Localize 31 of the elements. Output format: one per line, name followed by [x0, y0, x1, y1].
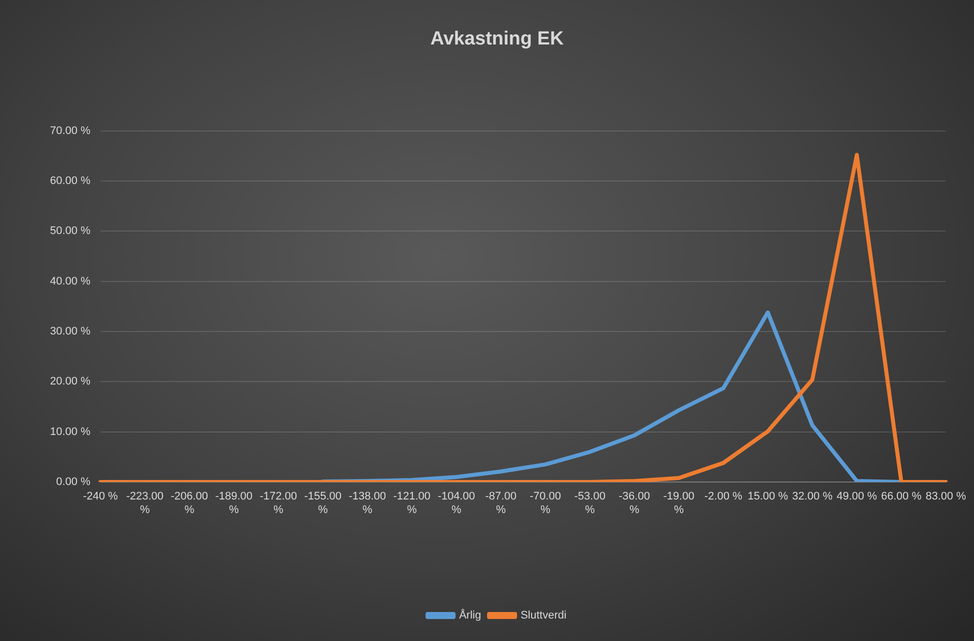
x-tick-label: -189.00 % — [215, 490, 253, 516]
x-tick-label: -104.00 % — [438, 490, 475, 516]
y-tick-label: 0.00 % — [56, 476, 91, 488]
chart-title: Avkastning EK — [430, 28, 564, 50]
x-tick-label: 32.00 % — [792, 490, 833, 503]
x-tick-label: -206.00 % — [170, 490, 208, 516]
legend-label: Sluttverdi — [520, 610, 566, 622]
y-tick-label: 70.00 % — [50, 124, 91, 137]
x-tick-label: -2.00 % — [704, 490, 742, 503]
x-tick-label: -155.00 % — [304, 490, 342, 516]
x-tick-label: -36.00 % — [618, 490, 650, 516]
x-tick-label: -172.00 % — [260, 490, 298, 516]
y-tick-label: 20.00 % — [50, 376, 91, 388]
x-tick-label: -240 % — [82, 490, 118, 503]
x-tick-label: -19.00 % — [663, 490, 694, 516]
x-tick-label: 49.00 % — [836, 490, 878, 503]
x-tick-label: -70.00 % — [530, 490, 561, 516]
x-tick-label: 66.00 % — [881, 490, 922, 503]
y-tick-label: 50.00 % — [50, 225, 91, 238]
y-tick-label: 10.00 % — [50, 426, 91, 438]
x-tick-label: -53.00 % — [574, 490, 606, 516]
y-tick-label: 30.00 % — [50, 326, 91, 338]
x-tick-label: 83.00 % — [926, 490, 966, 503]
x-tick-label: -121.00 % — [393, 490, 431, 516]
x-tick-label: -138.00 % — [348, 490, 386, 516]
y-tick-label: 60.00 % — [50, 175, 91, 188]
x-tick-label: -223.00 % — [126, 490, 164, 516]
x-tick-label: 15.00 % — [748, 490, 788, 503]
x-tick-label: -87.00 % — [485, 490, 516, 516]
legend-label: Årlig — [459, 608, 482, 622]
y-tick-label: 40.00 % — [50, 275, 91, 288]
